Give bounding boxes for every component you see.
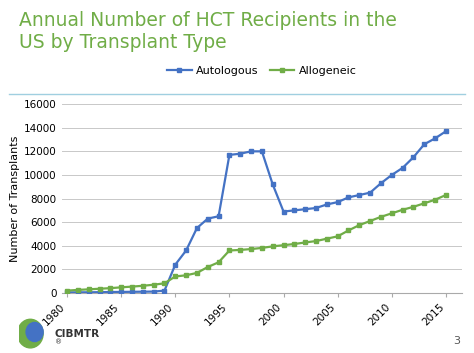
Text: Annual Number of HCT Recipients in the
US by Transplant Type: Annual Number of HCT Recipients in the U… [19,11,397,52]
Text: 3: 3 [453,336,460,346]
Text: CIBMTR: CIBMTR [55,329,100,339]
Legend: Autologous, Allogeneic: Autologous, Allogeneic [163,61,361,80]
Text: ®: ® [55,339,62,345]
Circle shape [18,319,43,348]
Circle shape [26,323,43,342]
Y-axis label: Number of Transplants: Number of Transplants [10,135,20,262]
